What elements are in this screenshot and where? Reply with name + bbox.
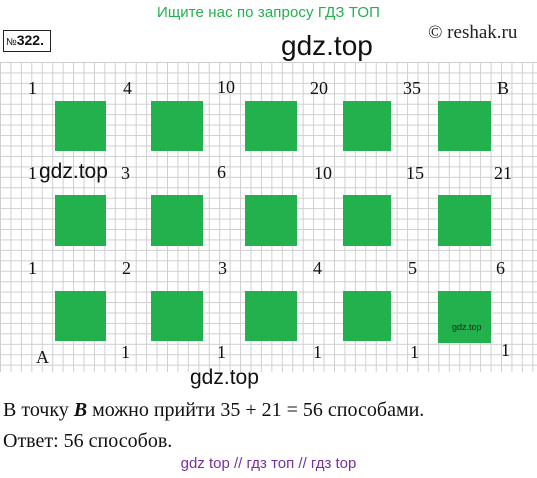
grid-cell <box>151 291 203 341</box>
grid-number: 5 <box>408 258 417 278</box>
grid-number: 6 <box>496 258 505 278</box>
site-credit: © reshak.ru <box>428 22 518 43</box>
lattice-grid: gdz.top <box>0 62 537 372</box>
answer-line-2: Ответ: 56 способов. <box>3 430 173 452</box>
grid-cell <box>438 101 491 151</box>
grid-number: 1 <box>28 78 37 98</box>
grid-number: 10 <box>314 163 332 183</box>
grid-number: 4 <box>123 78 132 98</box>
grid-cell <box>55 195 106 246</box>
grid-cell <box>245 195 297 246</box>
grid-cell <box>151 101 203 151</box>
grid-number: 6 <box>217 162 226 182</box>
number-sign: № <box>6 37 17 48</box>
grid-number: 4 <box>313 258 322 278</box>
search-banner: Ищите нас по запросу ГДЗ ТОП <box>156 4 381 21</box>
grid-number: 3 <box>218 258 227 278</box>
point-a-label: A <box>36 347 49 367</box>
grid-cell <box>245 101 297 151</box>
grid-cell <box>151 195 203 246</box>
task-number-badge: №322. <box>3 30 51 52</box>
bottom-links: gdz top // гдз топ // гдз top <box>180 455 357 472</box>
grid-number: 1 <box>410 342 419 362</box>
task-number: 322. <box>16 32 44 48</box>
watermark-cell: gdz.top <box>452 322 482 332</box>
watermark-left: gdz.top <box>39 160 108 183</box>
answer-prefix: В точку <box>3 399 74 421</box>
grid-number: 1 <box>217 342 226 362</box>
grid-cell <box>343 291 391 341</box>
grid-number: 2 <box>122 258 131 278</box>
watermark-bottom: gdz.top <box>190 366 259 389</box>
grid-number: 21 <box>494 163 512 183</box>
grid-number: 20 <box>310 78 328 98</box>
grid-cell: gdz.top <box>438 291 491 343</box>
grid-number: 1 <box>313 342 322 362</box>
grid-cell <box>438 195 491 246</box>
grid-number: 1 <box>501 340 510 360</box>
point-b-label: B <box>497 78 510 98</box>
point-b-ref: B <box>73 399 88 421</box>
grid-number: 3 <box>121 163 130 183</box>
grid-cell <box>343 195 391 246</box>
grid-number: 1 <box>28 258 37 278</box>
watermark-title: gdz.top <box>281 30 373 61</box>
answer-suffix: можно прийти 35 + 21 = 56 способами. <box>87 399 425 421</box>
grid-cell <box>55 101 106 151</box>
grid-cell <box>245 291 297 341</box>
grid-number: 1 <box>121 342 130 362</box>
grid-cell <box>343 101 391 151</box>
grid-number: 10 <box>217 77 235 97</box>
grid-cell <box>55 291 106 341</box>
grid-number: 15 <box>406 163 424 183</box>
grid-number: 1 <box>28 163 37 183</box>
grid-number: 35 <box>403 78 421 98</box>
answer-line-1: В точку B можно прийти 35 + 21 = 56 спос… <box>3 399 424 422</box>
